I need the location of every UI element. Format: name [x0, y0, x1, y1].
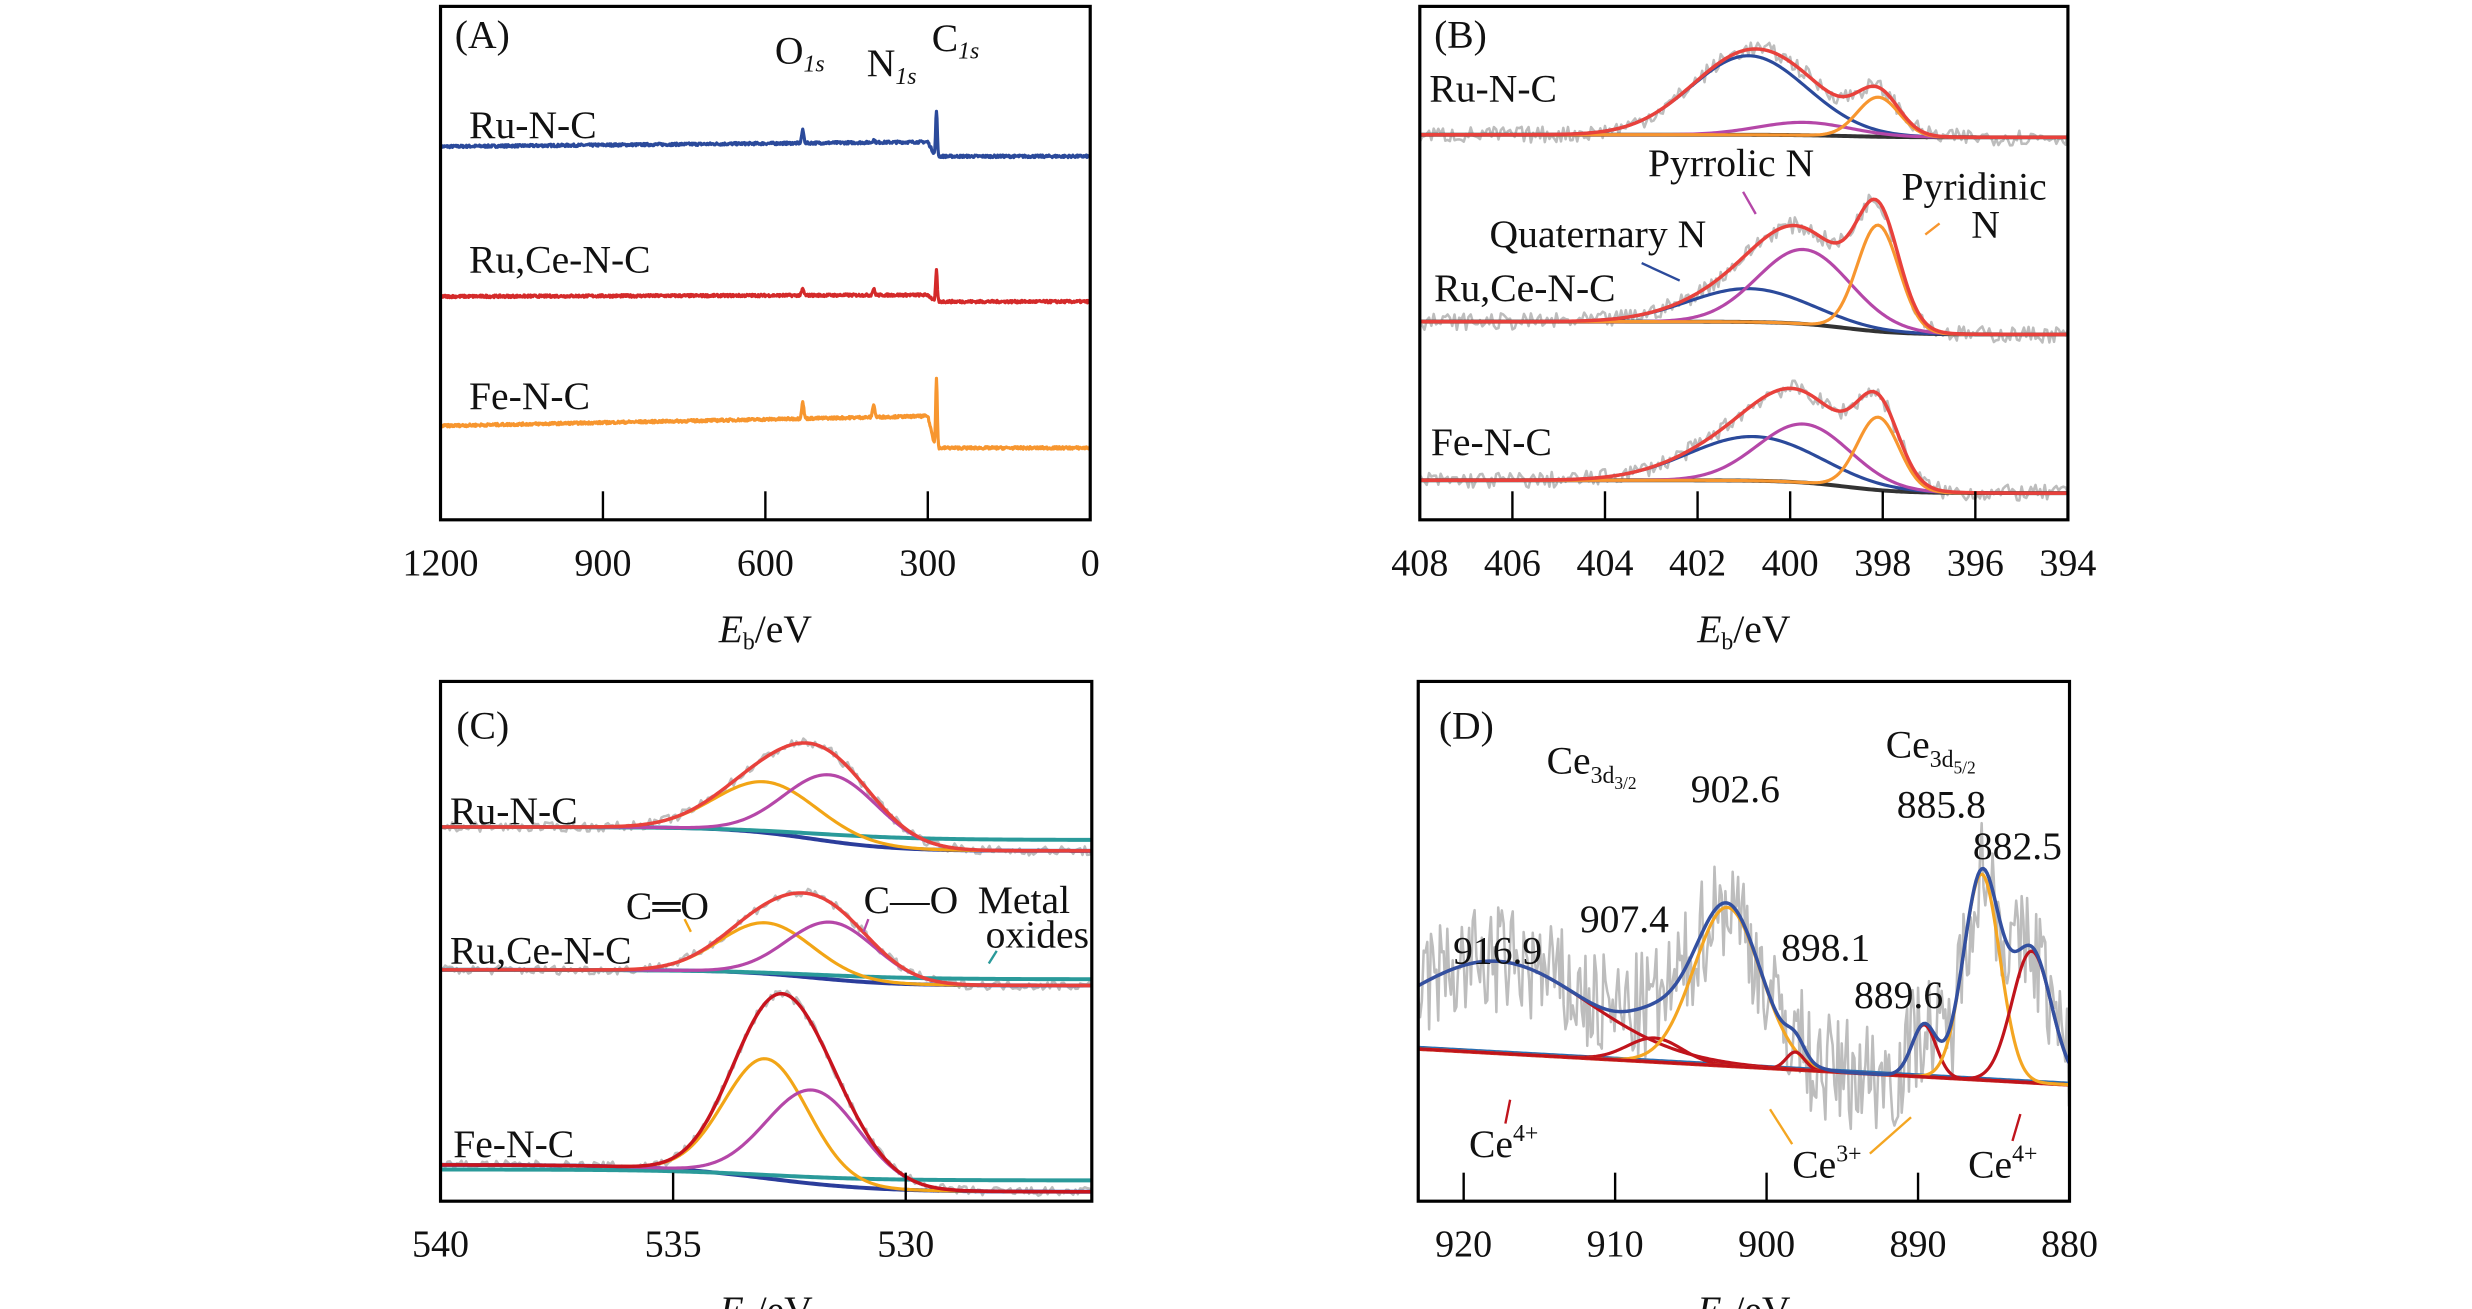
annotation-ce4-left: Ce4+	[1469, 1121, 1538, 1166]
plot-frame	[438, 679, 1094, 1203]
annotation-metal: Metal	[978, 878, 1070, 922]
peak-label: 889.6	[1854, 973, 1943, 1017]
x-tick-label: 394	[2039, 542, 2096, 584]
plot-b: 408 406 404 402 400 398 396 394 Eb/eV	[1391, 4, 2096, 656]
leader-quaternary	[1641, 262, 1681, 282]
x-tick-label: 400	[1762, 542, 1819, 584]
series-line-ru-ce-n-c	[439, 267, 1092, 305]
leader-ce4-right	[2011, 1113, 2022, 1142]
leader-c-single-o	[862, 918, 870, 933]
plot-layer: 1200 900 600 300 0 Eb/eV 408 406 404 402 400 398 396…	[403, 4, 2098, 1309]
panel-label: (C)	[456, 703, 509, 747]
envelope-line	[440, 891, 1092, 988]
x-tick-label: 600	[737, 542, 794, 584]
series-label: Ru-N-C	[469, 103, 597, 147]
series-label: Ru,Ce-N-C	[469, 238, 651, 282]
x-tick-label: 530	[877, 1224, 934, 1266]
x-tick-label: 540	[412, 1224, 469, 1266]
peak-label: 882.5	[1973, 824, 2062, 868]
leader-c-double-o	[683, 918, 692, 933]
x-tick-label: 535	[645, 1224, 702, 1266]
annotation-o1s: O1s	[775, 28, 825, 77]
x-axis-label: Eb/eV	[1696, 1288, 1791, 1309]
x-tick-label: 404	[1576, 542, 1633, 584]
x-tick-label: 300	[899, 542, 956, 584]
series-label: Fe-N-C	[1431, 420, 1552, 464]
annotation-pyridinic-n: N	[1971, 203, 2000, 247]
background-line	[440, 1167, 1092, 1183]
x-tick-label: 900	[1738, 1224, 1795, 1266]
annotation-c-double-o: C═O	[626, 884, 709, 928]
x-tick-label: 920	[1435, 1224, 1492, 1266]
annotation-ce3d52: Ce3d5/2	[1886, 723, 1976, 778]
raw-spectrum-line	[440, 737, 1093, 857]
annotation-pyridinic: Pyridinic	[1902, 165, 2047, 209]
plot-frame	[1416, 679, 2072, 1203]
envelope-line	[1419, 47, 2068, 140]
series-label: Fe-N-C	[453, 1122, 574, 1166]
x-axis-label: Eb/eV	[718, 607, 813, 656]
x-tick-label: 406	[1484, 542, 1541, 584]
series-label: Ru,Ce-N-C	[1434, 266, 1616, 310]
plot-frame	[1418, 4, 2070, 522]
x-tick-label: 396	[1947, 542, 2004, 584]
panel-c: (C) Ru-N-C C═O C—O Metal oxides Ru,Ce-N-…	[450, 703, 1089, 1165]
plot-d: 920 910 900 890 880 Eb/eV	[1416, 679, 2098, 1309]
plot-c: 540 535 530 Eb/eV	[412, 679, 1094, 1309]
leader-ce3-b	[1869, 1116, 1912, 1155]
annotation-ce3: Ce3+	[1792, 1142, 1861, 1187]
annotation-ce3d32: Ce3d3/2	[1547, 738, 1637, 793]
peak-label: 916.9	[1453, 928, 1542, 972]
series-label: Fe-N-C	[469, 374, 590, 418]
leader-ce4-left	[1504, 1099, 1512, 1124]
annotation-c1s: C1s	[932, 16, 980, 65]
annotation-oxides: oxides	[986, 913, 1089, 957]
x-tick-label: 1200	[403, 542, 479, 584]
series-label: Ru,Ce-N-C	[450, 928, 632, 972]
panel-label: (A)	[455, 13, 510, 57]
peak-label: 902.6	[1691, 767, 1780, 811]
raw-spectrum-line	[1416, 821, 2071, 1131]
annotation-ce4-right: Ce4+	[1968, 1142, 2037, 1187]
x-axis-label: Eb/eV	[1696, 607, 1791, 656]
x-axis-label: Eb/eV	[719, 1288, 814, 1309]
x-tick-label: 0	[1081, 542, 1100, 584]
panel-label: (B)	[1434, 13, 1487, 57]
envelope-line	[1417, 866, 2071, 1077]
x-tick-label: 398	[1854, 542, 1911, 584]
series-line-fe-n-c	[439, 376, 1092, 451]
envelope-line	[440, 741, 1092, 853]
leader-pyrrolic	[1742, 191, 1757, 215]
x-tick-label: 402	[1669, 542, 1726, 584]
panel-b: (B) Ru-N-C Pyrrolic N Pyridinic N Quater…	[1429, 13, 2046, 464]
leader-pyridinic	[1924, 222, 1941, 236]
panel-d: (D) Ce3d3/2 Ce3d5/2 916.9 907.4 902.6 89…	[1439, 703, 2062, 1186]
envelope-line	[1419, 386, 2068, 495]
x-tick-label: 900	[574, 542, 631, 584]
annotation-pyrrolic: Pyrrolic N	[1648, 141, 1814, 185]
series-label: Ru-N-C	[1429, 66, 1557, 110]
panel-a: (A) O1s N1s C1s Ru-N-C Ru,Ce-N-C Fe-N-C	[455, 13, 980, 418]
x-tick-label: 910	[1587, 1224, 1644, 1266]
envelope-line	[440, 991, 1092, 1194]
peak-label: 885.8	[1897, 783, 1986, 827]
x-tick-label: 880	[2041, 1224, 2098, 1266]
component-line-ce4-	[1418, 949, 2071, 1081]
leader-ce3-a	[1769, 1108, 1794, 1145]
annotation-n1s: N1s	[867, 41, 917, 90]
x-tick-label: 408	[1391, 542, 1448, 584]
series-line-ru-n-c	[438, 109, 1092, 160]
x-tick-label: 890	[1890, 1224, 1947, 1266]
peak-label: 907.4	[1580, 897, 1669, 941]
plot-a: 1200 900 600 300 0 Eb/eV	[403, 4, 1100, 656]
annotation-quaternary: Quaternary N	[1490, 212, 1707, 256]
panel-label: (D)	[1439, 703, 1494, 747]
envelope-line	[1419, 197, 2068, 337]
peak-label: 898.1	[1781, 925, 1870, 969]
leader-metal-oxides	[987, 950, 998, 965]
annotation-c-single-o: C—O	[864, 878, 959, 922]
series-label: Ru-N-C	[450, 789, 578, 833]
